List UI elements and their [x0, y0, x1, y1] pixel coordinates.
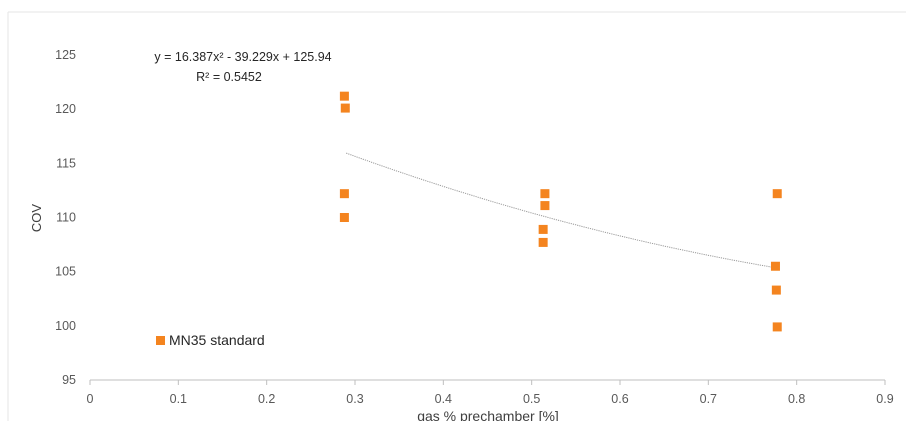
data-point [538, 224, 548, 234]
y-tick-label: 110 [56, 211, 76, 225]
x-axis-label: gas % prechamber [%] [417, 408, 559, 421]
x-tick-label: 0.6 [611, 392, 628, 406]
y-tick-label: 115 [56, 156, 76, 170]
y-axis-label: COV [29, 204, 44, 233]
x-tick-label: 0.3 [346, 392, 363, 406]
data-point [772, 322, 782, 332]
trendline-equation: y = 16.387x² - 39.229x + 125.94 [154, 50, 331, 64]
y-tick-label: 105 [55, 265, 76, 279]
data-point [772, 189, 782, 199]
legend-marker [156, 336, 165, 345]
x-tick-label: 0 [87, 392, 94, 406]
legend: MN35 standard [156, 332, 265, 348]
y-tick-label: 100 [55, 319, 76, 333]
data-point [771, 285, 781, 295]
data-point [540, 189, 550, 199]
data-point [540, 201, 550, 211]
x-tick-label: 0.2 [258, 392, 275, 406]
data-point [339, 189, 349, 199]
x-tick-label: 0.7 [700, 392, 717, 406]
y-tick-label: 120 [55, 102, 76, 116]
trendline-r-squared: R² = 0.5452 [196, 70, 262, 84]
data-point [339, 213, 349, 222]
x-tick-label: 0.8 [788, 392, 805, 406]
trendline [346, 152, 775, 269]
data-point [339, 91, 349, 101]
data-point [340, 103, 350, 113]
trendline-path [346, 152, 775, 269]
x-tick-label: 0.9 [876, 392, 893, 406]
y-tick-label: 95 [62, 373, 76, 387]
data-point [538, 237, 548, 247]
data-points [339, 91, 782, 332]
y-tick-label: 125 [55, 48, 76, 62]
x-tick-label: 0.4 [435, 392, 452, 406]
axes: 0 0.1 0.2 0.3 0.4 0.5 0.6 0.7 0.8 0.9 95 100 105 110 1… [55, 48, 894, 406]
legend-label: MN35 standard [169, 332, 265, 348]
data-point [770, 261, 780, 271]
x-tick-label: 0.5 [523, 392, 540, 406]
x-tick-label: 0.1 [170, 392, 187, 406]
